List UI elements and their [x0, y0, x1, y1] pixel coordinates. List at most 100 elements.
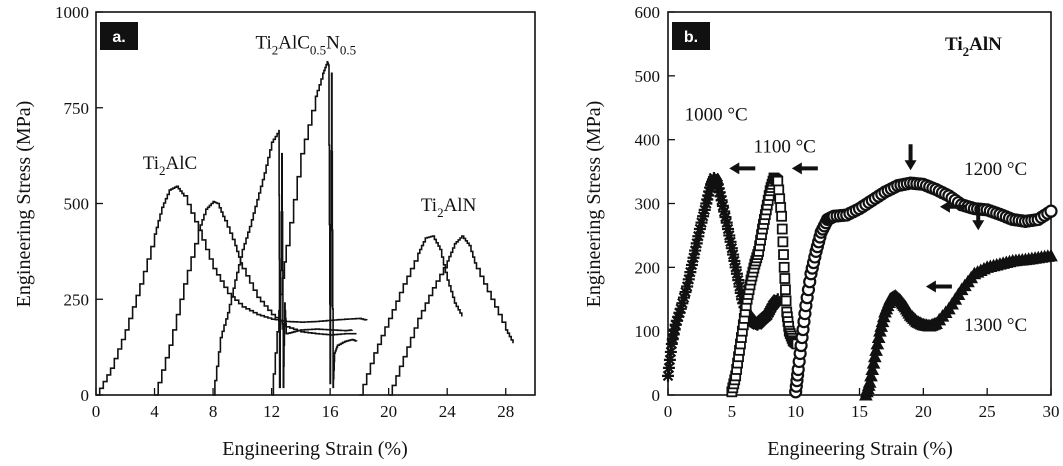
panel-b-chart: b. Ti2AlN 0 5 10 15 20 25 30010020030040050060…	[583, 3, 1060, 460]
a-xtick-label: 0	[92, 402, 101, 421]
b-series-point	[1044, 248, 1058, 262]
b-xtick-label: 25	[979, 402, 996, 421]
a-ytick-label: 500	[64, 195, 90, 214]
b-series-point	[780, 284, 791, 296]
b-series-point	[682, 273, 695, 286]
b-series-point	[672, 310, 685, 323]
b-series-point	[662, 361, 675, 374]
b-series-point	[864, 368, 878, 382]
a-series-line-5	[388, 235, 514, 396]
b-series-point	[681, 280, 694, 293]
b-series-point	[774, 193, 786, 205]
b-series-point	[734, 286, 747, 299]
b-series-point	[724, 235, 737, 248]
panel-a-label: a.	[112, 29, 125, 46]
a-xtick-label: 20	[380, 402, 397, 421]
b-series-point	[862, 375, 877, 388]
b-series-1	[726, 172, 803, 398]
b-series-point	[773, 184, 785, 196]
b-series-point	[715, 194, 728, 207]
b-series-point	[778, 249, 789, 260]
a-series-line-0	[96, 185, 368, 396]
b-series-point	[777, 236, 789, 248]
b-series-point	[776, 223, 788, 235]
b-series-point	[685, 258, 698, 271]
b-xtick-label: 15	[851, 402, 868, 421]
b-ytick-label: 600	[635, 3, 661, 22]
b-arrow-1	[791, 162, 818, 175]
b-series-point	[697, 210, 710, 223]
a-xtick-label: 12	[263, 402, 280, 421]
b-series-point	[727, 248, 740, 261]
a-xtick-label: 4	[150, 402, 159, 421]
b-series-point	[865, 362, 880, 375]
b-series-point	[779, 273, 791, 284]
b-ytick-label: 0	[652, 386, 661, 405]
a-xtick-label: 28	[497, 402, 514, 421]
panel-a-ylabel: Engineering Stress (MPa)	[13, 101, 35, 308]
b-series-point	[662, 369, 674, 382]
a-ytick-label: 250	[64, 290, 90, 309]
b-series-point	[725, 242, 738, 255]
b-series-point	[778, 261, 790, 273]
b-series-point	[669, 318, 682, 331]
b-series-point	[728, 254, 741, 267]
b-series-point	[676, 297, 689, 310]
b-ytick-label: 300	[635, 195, 661, 214]
b-series-point	[867, 349, 882, 363]
panel-a-xlabel: Engineering Strain (%)	[222, 438, 408, 460]
b-series-point	[692, 230, 705, 243]
b-series-point	[1044, 204, 1058, 218]
b-ytick-label: 400	[635, 131, 661, 150]
b-series-point	[775, 202, 787, 213]
b-xtick-label: 5	[728, 402, 737, 421]
b-series-point	[870, 336, 885, 350]
a-annotation-1: Ti2AlC0.5N0.5	[256, 32, 357, 57]
a-ytick-label: 1000	[55, 3, 89, 22]
b-arrow-5	[925, 280, 952, 293]
b-arrow-2	[904, 144, 917, 171]
b-arrow-0	[729, 162, 756, 175]
b-annotation-2: 1200 °C	[964, 159, 1027, 180]
b-series-point	[730, 267, 743, 280]
b-series-point	[689, 244, 702, 257]
b-series-point	[772, 175, 784, 187]
panel-b-label-box	[672, 22, 710, 50]
a-series-line-3	[271, 61, 358, 396]
a-xtick-label: 8	[209, 402, 218, 421]
b-series-point	[869, 343, 883, 356]
panel-b-title: Ti2AlN	[945, 34, 1002, 59]
b-series-2	[789, 176, 1058, 399]
b-series-point	[679, 286, 692, 299]
a-series-line-1	[154, 200, 357, 396]
b-annotation-3: 1300 °C	[964, 315, 1027, 336]
a-series-line-4	[359, 235, 463, 396]
b-series-point	[723, 229, 736, 242]
panel-b-xlabel: Engineering Strain (%)	[767, 438, 953, 460]
a-ytick-label: 0	[81, 386, 90, 405]
b-series-point	[732, 274, 745, 287]
b-series-point	[674, 302, 687, 315]
b-annotation-0: 1000 °C	[685, 105, 748, 126]
b-series-point	[866, 356, 881, 369]
b-series-point	[698, 203, 711, 216]
b-ytick-label: 200	[635, 258, 661, 277]
b-series-point	[664, 345, 677, 358]
b-series-point	[722, 223, 735, 236]
b-series-point	[871, 330, 886, 344]
a-ytick-label: 750	[64, 99, 90, 118]
b-series-point	[729, 261, 742, 274]
b-series-point	[690, 237, 703, 250]
b-series-point	[771, 293, 784, 306]
b-series-point	[695, 216, 708, 229]
b-series-point	[687, 251, 700, 264]
b-xtick-label: 0	[664, 402, 673, 421]
b-xtick-label: 30	[1043, 402, 1060, 421]
a-xtick-label: 24	[439, 402, 457, 421]
b-xtick-label: 10	[787, 402, 804, 421]
b-arrow-3	[939, 200, 966, 213]
b-series-point	[684, 266, 697, 279]
b-series-point	[670, 314, 683, 327]
a-annotation-0: Ti2AlC	[143, 153, 197, 178]
